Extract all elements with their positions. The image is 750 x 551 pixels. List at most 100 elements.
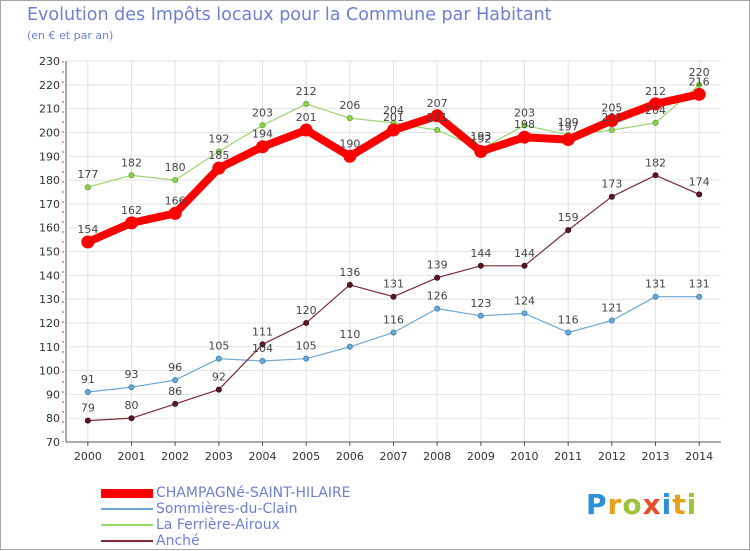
y-tick-label: 210	[39, 103, 60, 116]
data-point	[605, 114, 619, 128]
data-point	[434, 305, 441, 312]
y-tick-label: 190	[39, 150, 60, 163]
data-point	[652, 119, 659, 126]
data-label: 185	[208, 149, 229, 162]
legend-label: Anché	[156, 533, 200, 549]
data-label: 93	[125, 368, 139, 381]
y-tick-label: 110	[39, 341, 60, 354]
logo-letter: t	[672, 488, 687, 521]
data-point	[215, 148, 222, 155]
data-point	[521, 262, 528, 269]
data-label: 212	[645, 85, 666, 98]
data-point	[168, 206, 182, 220]
data-point	[387, 123, 400, 137]
data-label: 162	[121, 204, 142, 217]
data-point	[521, 122, 528, 129]
data-point	[652, 172, 659, 179]
data-label: 198	[514, 118, 535, 131]
data-point	[256, 140, 269, 154]
logo-letter: P	[586, 488, 608, 521]
logo-letter: o	[622, 488, 643, 521]
data-label: 110	[339, 328, 360, 341]
data-point	[125, 216, 138, 230]
data-point	[172, 177, 179, 184]
y-tick-label: 230	[39, 55, 60, 68]
data-point	[128, 415, 135, 422]
data-point	[434, 274, 441, 281]
data-label: 201	[383, 111, 404, 124]
data-point	[561, 133, 575, 147]
x-tick-label: 2004	[249, 450, 277, 463]
data-label: 154	[77, 223, 98, 236]
data-label: 124	[514, 294, 535, 307]
data-label: 182	[645, 156, 666, 169]
data-label: 180	[165, 161, 186, 174]
data-point	[212, 161, 226, 175]
data-point	[346, 115, 353, 122]
data-label: 144	[470, 247, 491, 260]
legend-label: CHAMPAGNé-SAINT-HILAIRE	[156, 485, 351, 501]
data-point	[474, 144, 488, 158]
data-point	[696, 293, 703, 300]
data-point	[608, 127, 615, 134]
data-label: 201	[427, 111, 448, 124]
data-point	[390, 329, 397, 336]
data-point	[652, 293, 659, 300]
data-label: 203	[252, 106, 273, 119]
y-tick-label: 140	[39, 269, 60, 282]
legend-swatch	[101, 488, 153, 498]
data-point	[692, 87, 706, 101]
x-tick-label: 2001	[118, 450, 146, 463]
data-label: 116	[383, 313, 404, 326]
legend-swatch	[101, 524, 153, 526]
data-point	[649, 97, 662, 111]
data-label: 190	[339, 137, 360, 150]
data-label: 86	[168, 385, 182, 398]
data-label: 92	[212, 371, 226, 384]
x-tick-label: 2013	[642, 450, 670, 463]
data-point	[128, 384, 135, 391]
data-label: 96	[168, 361, 182, 374]
data-label: 91	[81, 373, 95, 386]
data-label: 166	[165, 194, 186, 207]
data-point	[259, 341, 266, 348]
data-label: 207	[427, 97, 448, 110]
data-label: 131	[645, 278, 666, 291]
data-point	[608, 317, 615, 324]
logo-letter: i	[661, 488, 673, 521]
data-label: 199	[558, 116, 579, 129]
data-label: 104	[252, 342, 273, 355]
data-label: 131	[689, 278, 710, 291]
data-label: 121	[601, 302, 622, 315]
data-label: 105	[296, 340, 317, 353]
data-point	[343, 149, 357, 163]
data-label: 205	[601, 102, 622, 115]
data-label: 105	[208, 340, 229, 353]
data-label: 194	[252, 128, 273, 141]
y-tick-label: 100	[39, 365, 60, 378]
x-tick-label: 2003	[205, 450, 233, 463]
data-point	[303, 100, 310, 107]
data-label: 111	[252, 325, 273, 338]
legend-swatch	[101, 508, 153, 510]
data-label: 123	[470, 297, 491, 310]
data-label: 216	[689, 75, 710, 88]
chart-subtitle: (en € et par an)	[27, 29, 114, 42]
data-label: 80	[125, 399, 139, 412]
data-label: 79	[81, 402, 95, 415]
x-tick-label: 2014	[685, 450, 713, 463]
data-label: 177	[77, 168, 98, 181]
y-tick-label: 90	[46, 388, 60, 401]
data-point	[390, 293, 397, 300]
x-tick-label: 2000	[74, 450, 102, 463]
x-tick-label: 2010	[511, 450, 539, 463]
data-label: 203	[514, 106, 535, 119]
x-tick-label: 2005	[292, 450, 320, 463]
data-point	[172, 400, 179, 407]
x-tick-label: 2012	[598, 450, 626, 463]
legend-label: La Ferrière-Airoux	[156, 517, 280, 533]
data-point	[128, 172, 135, 179]
data-point	[346, 281, 353, 288]
data-point	[299, 123, 313, 137]
